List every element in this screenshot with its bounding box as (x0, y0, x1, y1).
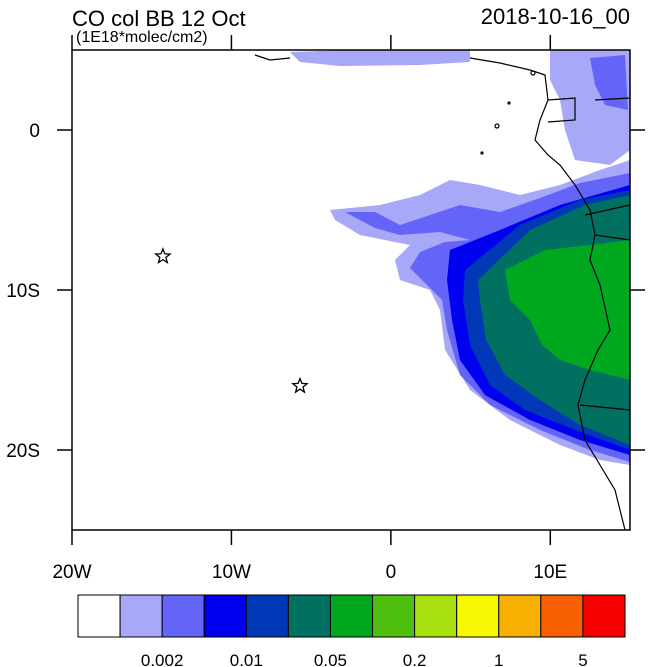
star-marker (291, 376, 309, 394)
x-tick-label: 20W (52, 562, 91, 583)
colorbar-box (245, 594, 289, 638)
colorbar-box (456, 594, 500, 638)
y-tick-label: 0 (29, 121, 40, 142)
colorbar-box (540, 594, 584, 638)
colorbar-label: 5 (578, 651, 587, 667)
coastline (254, 54, 631, 531)
plume-level (290, 50, 470, 66)
colorbar-box (161, 594, 205, 638)
colorbar-box (582, 594, 626, 638)
y-tick-label: 10S (6, 281, 40, 302)
x-tick-label: 0 (386, 562, 397, 583)
colorbar-box (329, 594, 374, 638)
colorbar-label: 1 (494, 651, 503, 667)
plume-level (505, 240, 630, 380)
colorbar-box (414, 594, 458, 638)
colorbar-label: 0.01 (230, 651, 263, 667)
star-marker (153, 247, 172, 264)
colorbar-box (203, 594, 247, 638)
colorbar-box (498, 594, 542, 638)
colorbar-box (287, 594, 331, 638)
colorbar-label: 0.002 (141, 651, 184, 667)
colorbar-box (77, 594, 121, 638)
colorbar-label: 0.05 (314, 651, 347, 667)
subtitle: (1E18*molec/cm2) (76, 29, 208, 46)
date: 2018-10-16_00 (481, 4, 630, 29)
y-tick-label: 20S (6, 441, 40, 462)
plume-level (590, 55, 628, 110)
x-tick-label: 10W (212, 562, 251, 583)
colorbar-label: 0.2 (403, 651, 427, 667)
title: CO col BB 12 Oct (72, 6, 246, 31)
colorbar-box (372, 594, 416, 638)
x-tick-label: 10E (533, 562, 567, 583)
colorbar-box (119, 594, 163, 638)
plume (290, 50, 630, 465)
